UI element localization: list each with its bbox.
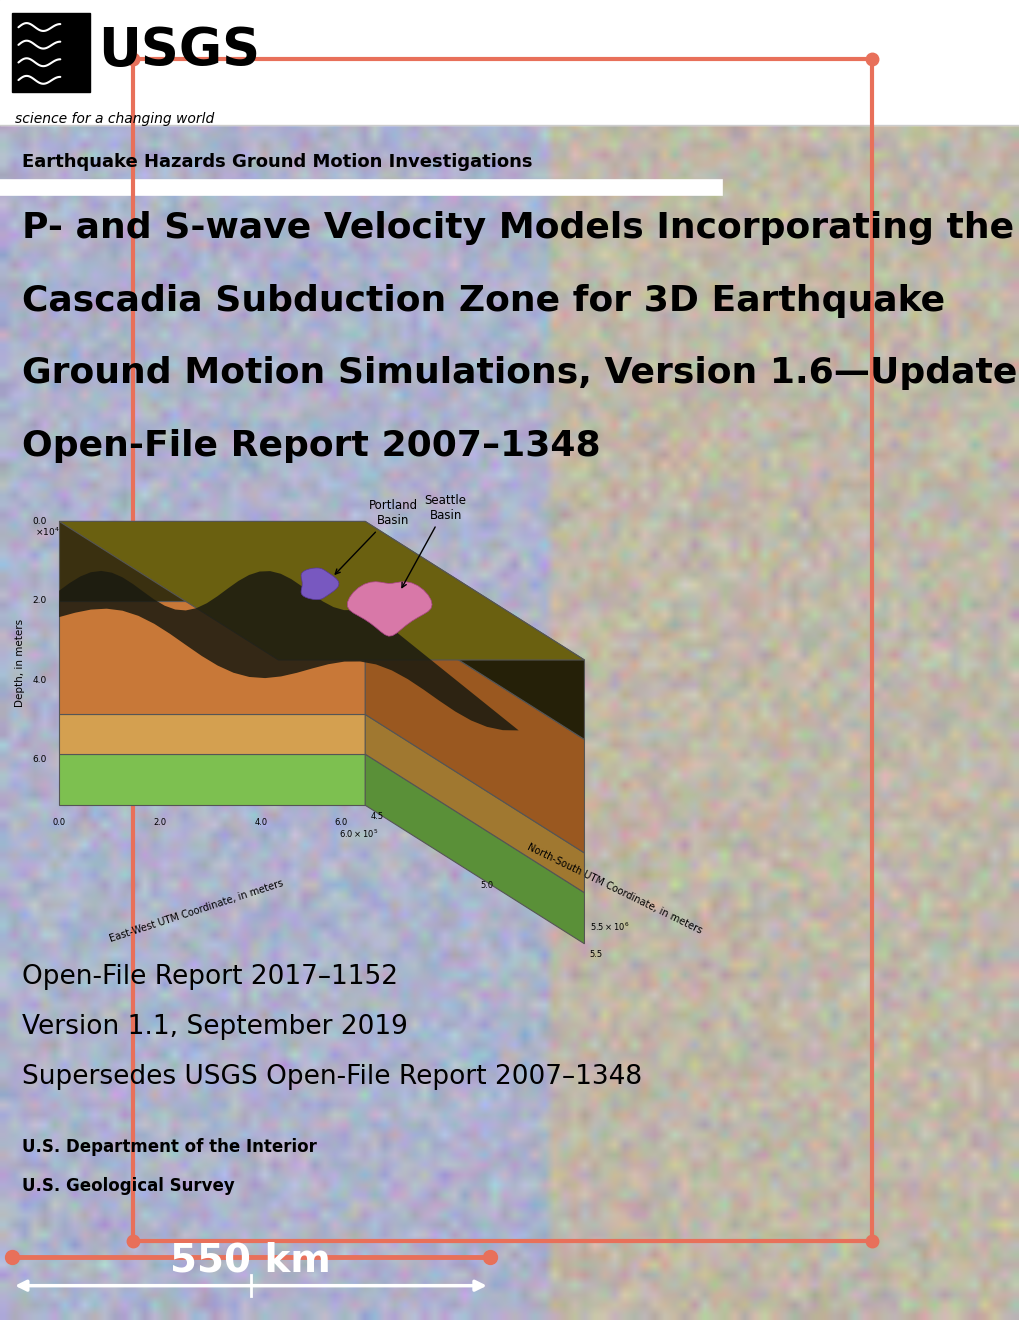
- Text: Supersedes USGS Open-File Report 2007–1348: Supersedes USGS Open-File Report 2007–13…: [22, 1064, 642, 1090]
- Text: 2.0: 2.0: [154, 818, 166, 828]
- Polygon shape: [365, 714, 584, 892]
- Polygon shape: [59, 754, 365, 805]
- Polygon shape: [59, 521, 365, 601]
- Text: Version 1.1, September 2019: Version 1.1, September 2019: [22, 1014, 408, 1040]
- Polygon shape: [365, 521, 584, 739]
- Text: Open-File Report 2017–1152: Open-File Report 2017–1152: [22, 964, 398, 990]
- Text: Cascadia Subduction Zone for 3D Earthquake: Cascadia Subduction Zone for 3D Earthqua…: [22, 284, 945, 318]
- Text: 4.0: 4.0: [33, 676, 47, 685]
- Text: Depth, in meters: Depth, in meters: [15, 619, 25, 708]
- Text: 5.0: 5.0: [480, 882, 492, 890]
- Text: 4.5: 4.5: [370, 812, 383, 821]
- Text: Seattle
Basin: Seattle Basin: [401, 494, 467, 587]
- Polygon shape: [59, 572, 518, 730]
- Text: 5.5: 5.5: [589, 950, 602, 960]
- Polygon shape: [365, 754, 584, 944]
- Polygon shape: [59, 601, 365, 714]
- Text: Ground Motion Simulations, Version 1.6—Update for: Ground Motion Simulations, Version 1.6—U…: [22, 356, 1019, 391]
- Polygon shape: [347, 582, 432, 636]
- Text: 550 km: 550 km: [170, 1241, 331, 1279]
- Text: Open-File Report 2007–1348: Open-File Report 2007–1348: [22, 429, 600, 463]
- Text: Portland
Basin: Portland Basin: [335, 499, 418, 574]
- Text: North-South UTM Coordinate, in meters: North-South UTM Coordinate, in meters: [526, 842, 703, 936]
- Polygon shape: [59, 521, 584, 660]
- Text: 6.0: 6.0: [334, 818, 346, 828]
- Bar: [0, 0, 1019, 125]
- Text: 0.0: 0.0: [33, 517, 47, 525]
- Text: U.S. Department of the Interior: U.S. Department of the Interior: [22, 1138, 317, 1156]
- Text: $5.5\times10^6$: $5.5\times10^6$: [589, 920, 629, 933]
- Text: 0.0: 0.0: [53, 818, 65, 828]
- Text: 2.0: 2.0: [33, 597, 47, 606]
- Text: P- and S-wave Velocity Models Incorporating the: P- and S-wave Velocity Models Incorporat…: [22, 211, 1014, 246]
- Polygon shape: [365, 601, 584, 853]
- Text: 4.0: 4.0: [255, 818, 267, 828]
- Text: science for a changing world: science for a changing world: [15, 112, 214, 127]
- Text: USGS: USGS: [98, 25, 260, 77]
- Text: 6.0: 6.0: [33, 755, 47, 764]
- Text: U.S. Geological Survey: U.S. Geological Survey: [22, 1177, 235, 1196]
- Bar: [12, 13, 90, 92]
- Text: Earthquake Hazards Ground Motion Investigations: Earthquake Hazards Ground Motion Investi…: [22, 153, 532, 172]
- Text: $6.0\times10^5$: $6.0\times10^5$: [339, 828, 378, 841]
- Text: East-West UTM Coordinate, in meters: East-West UTM Coordinate, in meters: [109, 878, 284, 944]
- Polygon shape: [59, 714, 365, 754]
- Polygon shape: [301, 568, 338, 599]
- Text: $\times10^4$: $\times10^4$: [35, 525, 59, 537]
